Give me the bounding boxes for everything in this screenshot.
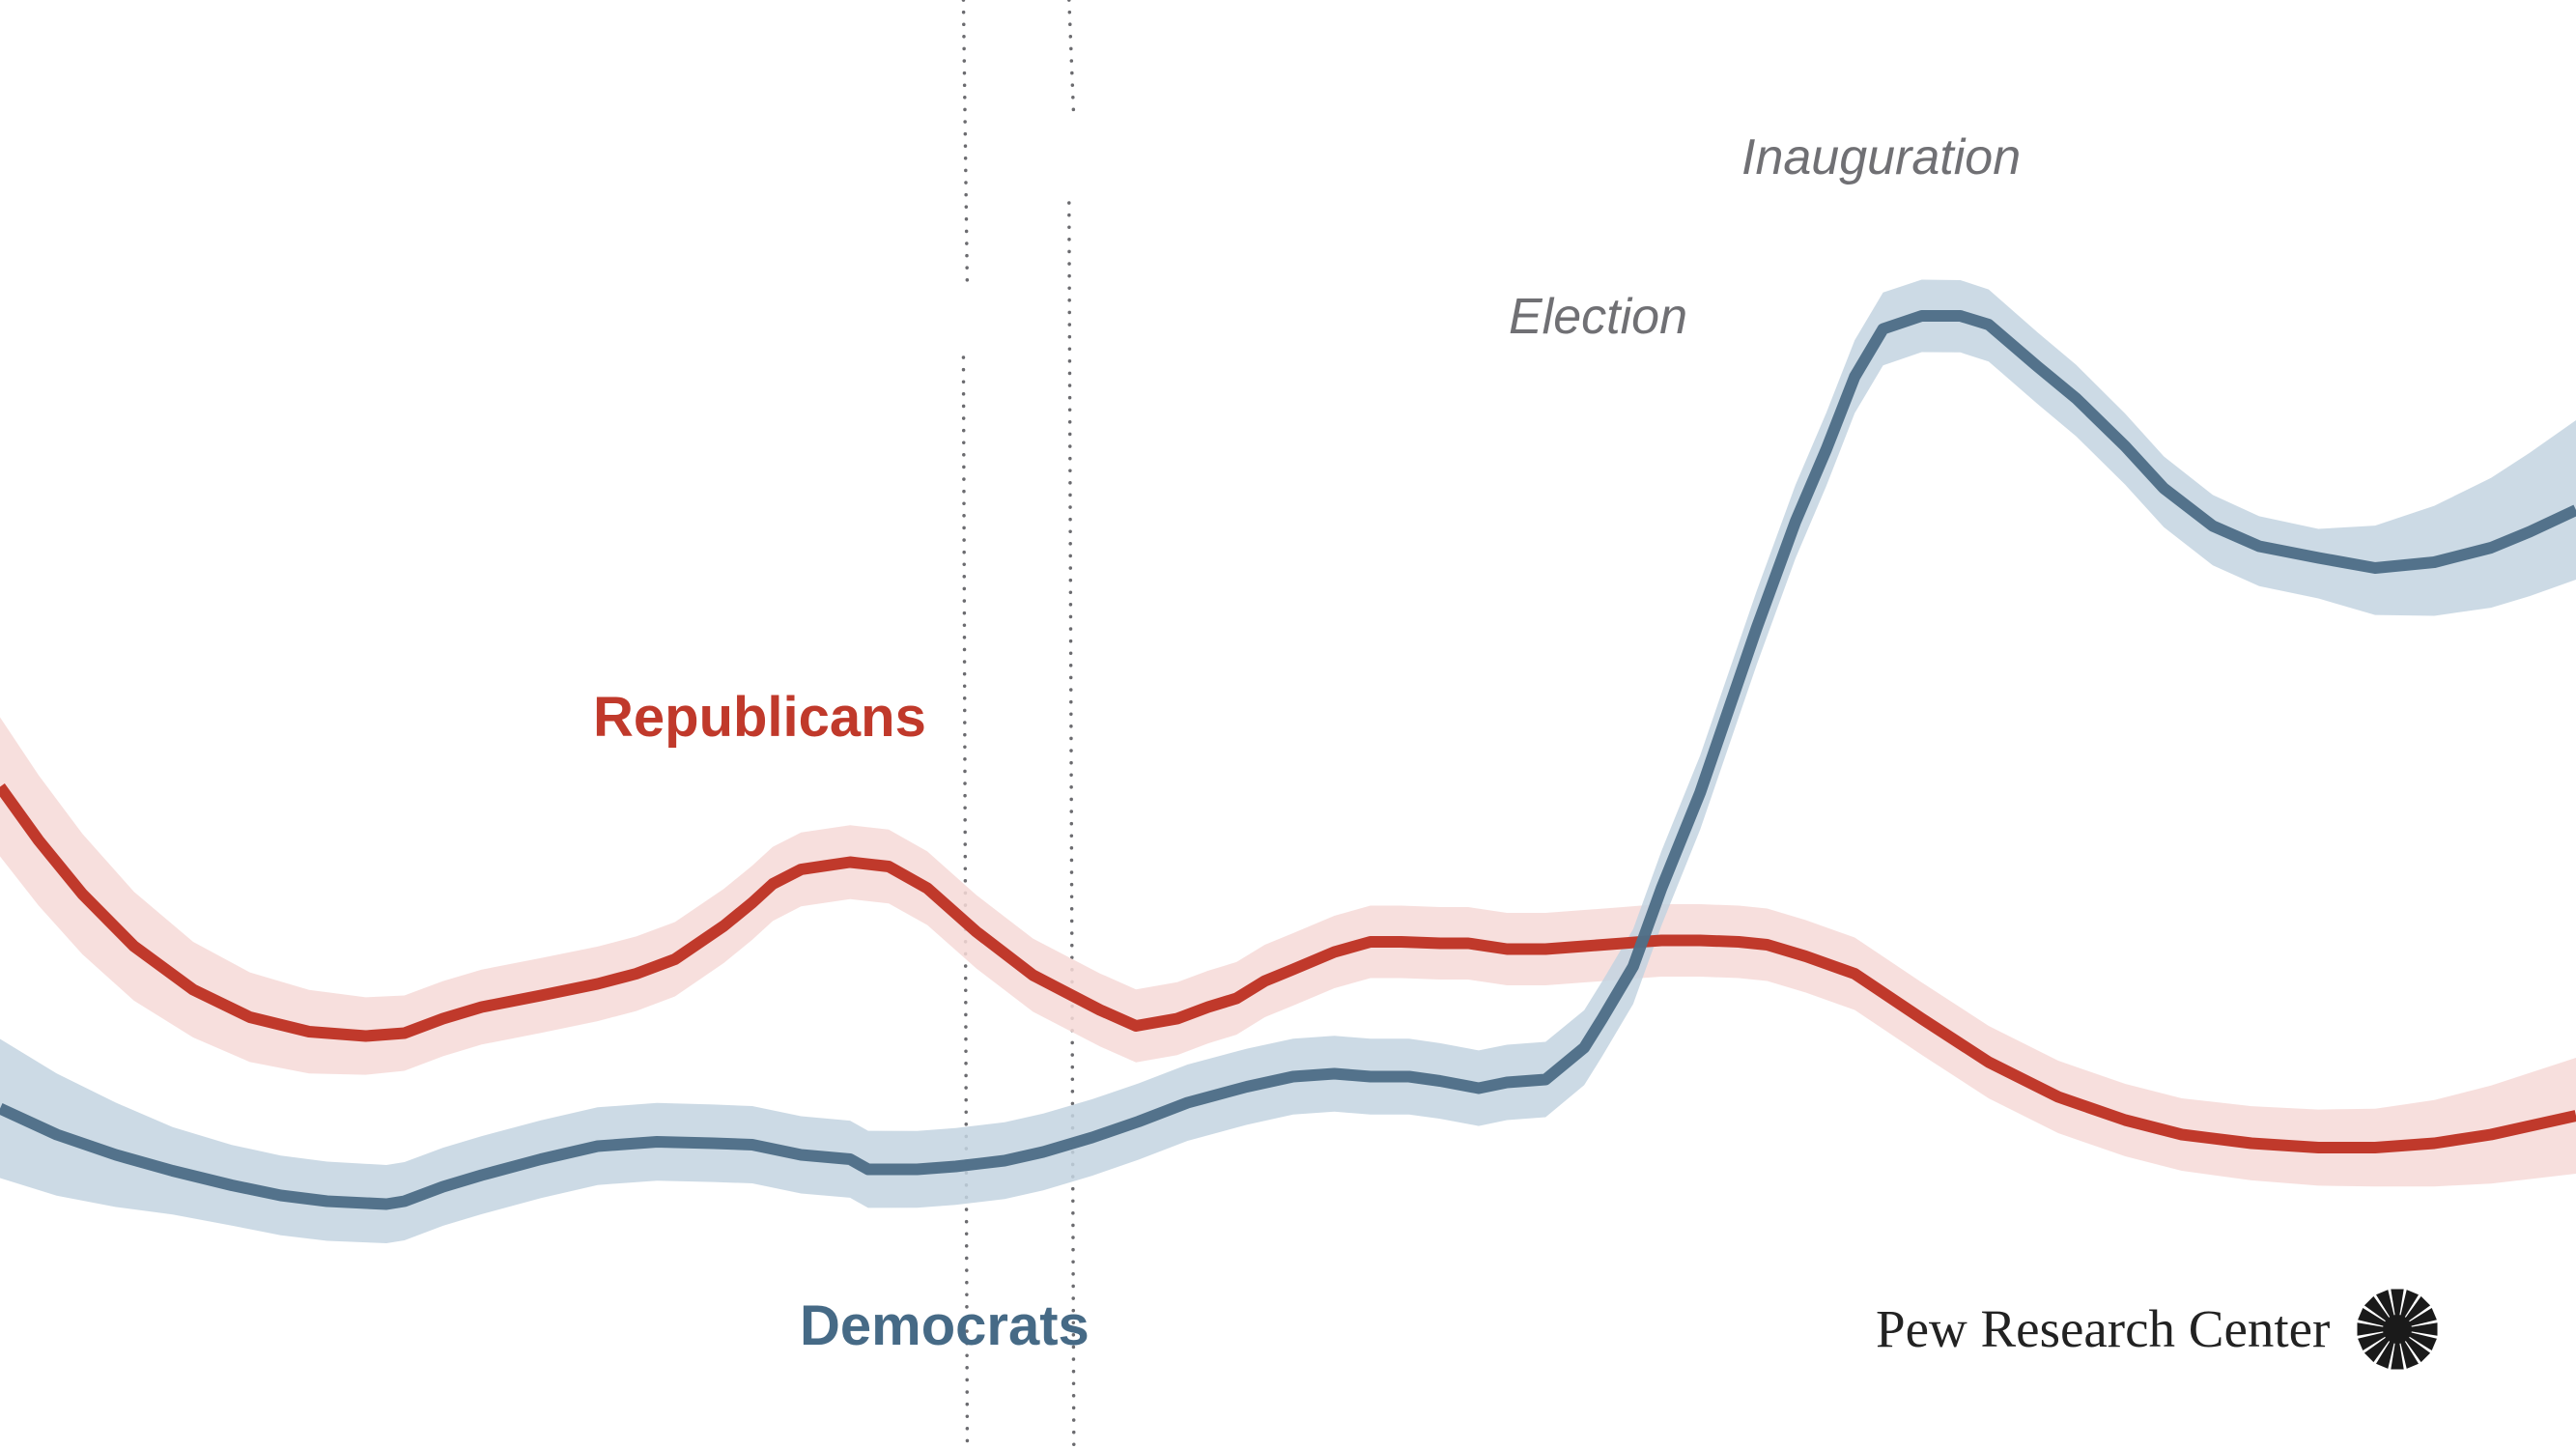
sunburst-ray bbox=[2399, 1290, 2419, 1320]
confidence-band-republicans bbox=[0, 717, 2576, 1187]
sunburst-ray bbox=[2391, 1340, 2404, 1370]
confidence-band-democrats bbox=[0, 279, 2576, 1243]
annotation-line-inauguration bbox=[1067, 201, 1076, 1449]
pew-logo: Pew Research Center bbox=[1876, 1289, 2438, 1370]
sunburst-ray bbox=[2408, 1322, 2438, 1336]
sunburst-ray bbox=[2376, 1339, 2395, 1369]
annotation-line-election bbox=[961, 0, 970, 292]
sunburst-ray bbox=[2357, 1322, 2387, 1336]
sunburst-ray bbox=[2407, 1331, 2437, 1350]
sunburst-ray bbox=[2404, 1336, 2431, 1363]
sunburst-ray bbox=[2376, 1290, 2395, 1320]
sunburst-ray bbox=[2364, 1336, 2391, 1363]
annotation-line-election bbox=[961, 355, 970, 1449]
series-line-republicans bbox=[0, 782, 2576, 1153]
logo-text: Pew Research Center bbox=[1876, 1299, 2330, 1358]
series-line-democrats bbox=[0, 310, 2576, 1210]
sunburst-ray bbox=[2358, 1308, 2388, 1327]
legend-label-republicans: Republicans bbox=[593, 686, 926, 749]
sunburst-ray bbox=[2358, 1331, 2388, 1350]
sunburst-ray bbox=[2407, 1308, 2437, 1327]
confidence-bands bbox=[0, 279, 2576, 1243]
legend-label-democrats: Democrats bbox=[800, 1294, 1090, 1357]
sunburst-icon bbox=[2357, 1289, 2438, 1370]
sunburst-ray bbox=[2391, 1289, 2404, 1319]
annotation-line-inauguration bbox=[1067, 0, 1076, 123]
sunburst-center bbox=[2383, 1315, 2412, 1344]
series-lines bbox=[0, 310, 2576, 1210]
annotation-election-label: Election bbox=[1509, 289, 1687, 345]
event-lines bbox=[961, 0, 1076, 1449]
sunburst-ray bbox=[2364, 1295, 2391, 1322]
sunburst-ray bbox=[2404, 1295, 2431, 1322]
annotation-inauguration-label: Inauguration bbox=[1741, 129, 2021, 185]
sunburst-ray bbox=[2399, 1339, 2419, 1369]
